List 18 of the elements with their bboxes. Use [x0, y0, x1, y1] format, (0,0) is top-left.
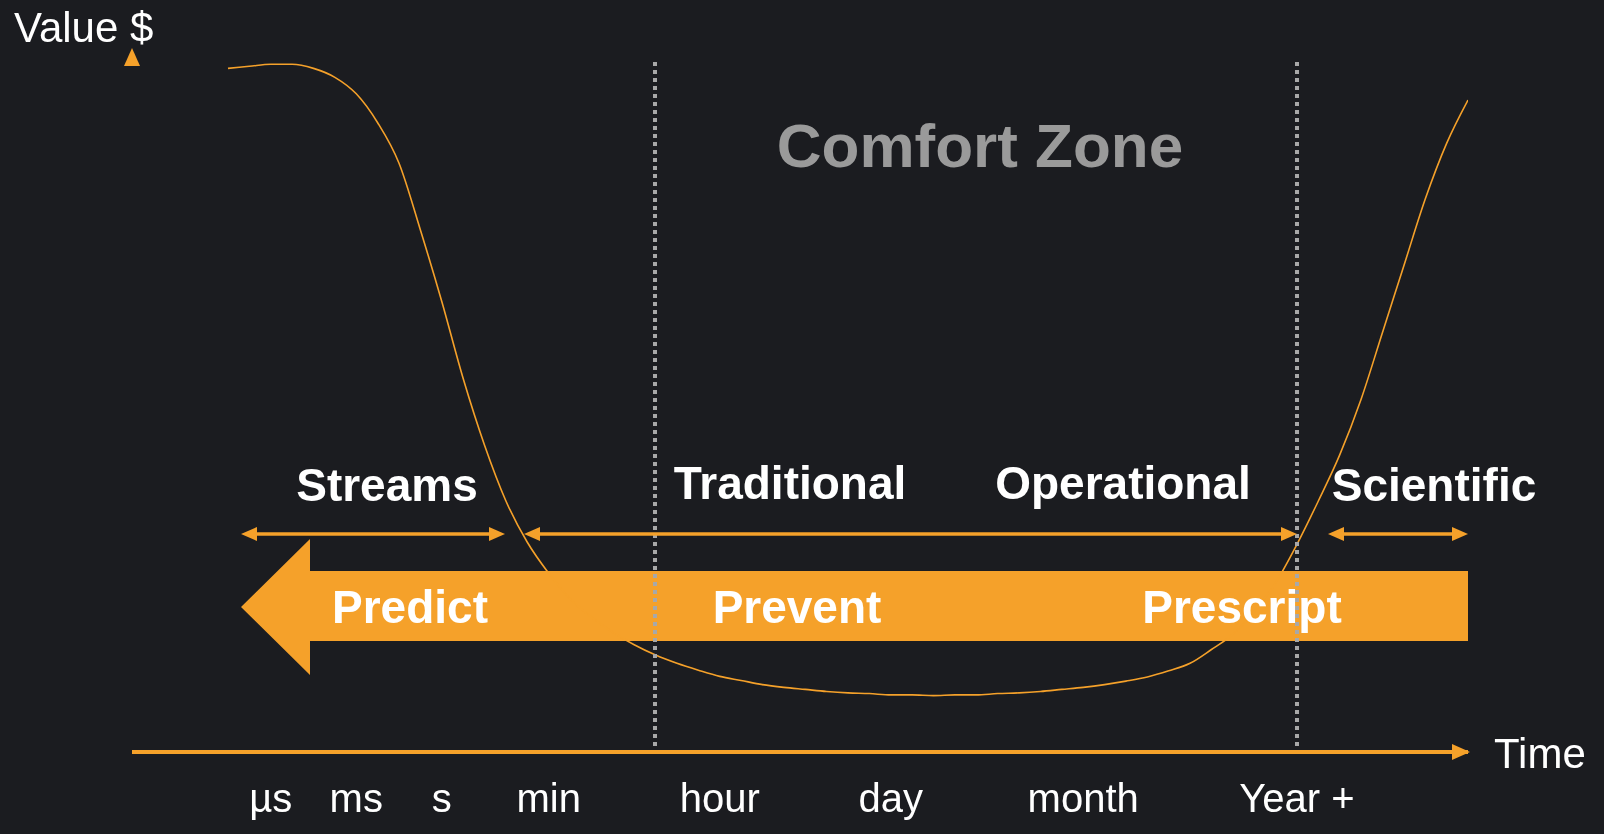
y-axis-title: Value $ — [14, 3, 154, 51]
annotation: Prevent — [712, 581, 882, 633]
annotation: Comfort Zone — [776, 110, 1184, 180]
x-tick-label: day — [858, 776, 924, 821]
x-tick-label: Year + — [1239, 776, 1355, 821]
x-tick-label: ms — [329, 776, 383, 821]
annotation: Streams — [296, 459, 478, 511]
annotation: Operational — [995, 457, 1251, 509]
x-axis-title: Time — [1494, 729, 1586, 777]
annotation: Scientific — [1331, 459, 1537, 511]
x-tick-label: hour — [679, 776, 760, 821]
x-tick-label: month — [1027, 776, 1139, 821]
x-tick-label: s — [431, 776, 452, 821]
x-tick-label: min — [516, 776, 581, 821]
annotation: Traditional — [673, 457, 907, 509]
annotation: Predict — [332, 581, 488, 633]
x-tick-label: µs — [249, 776, 293, 821]
annotation: Prescript — [1142, 581, 1342, 633]
